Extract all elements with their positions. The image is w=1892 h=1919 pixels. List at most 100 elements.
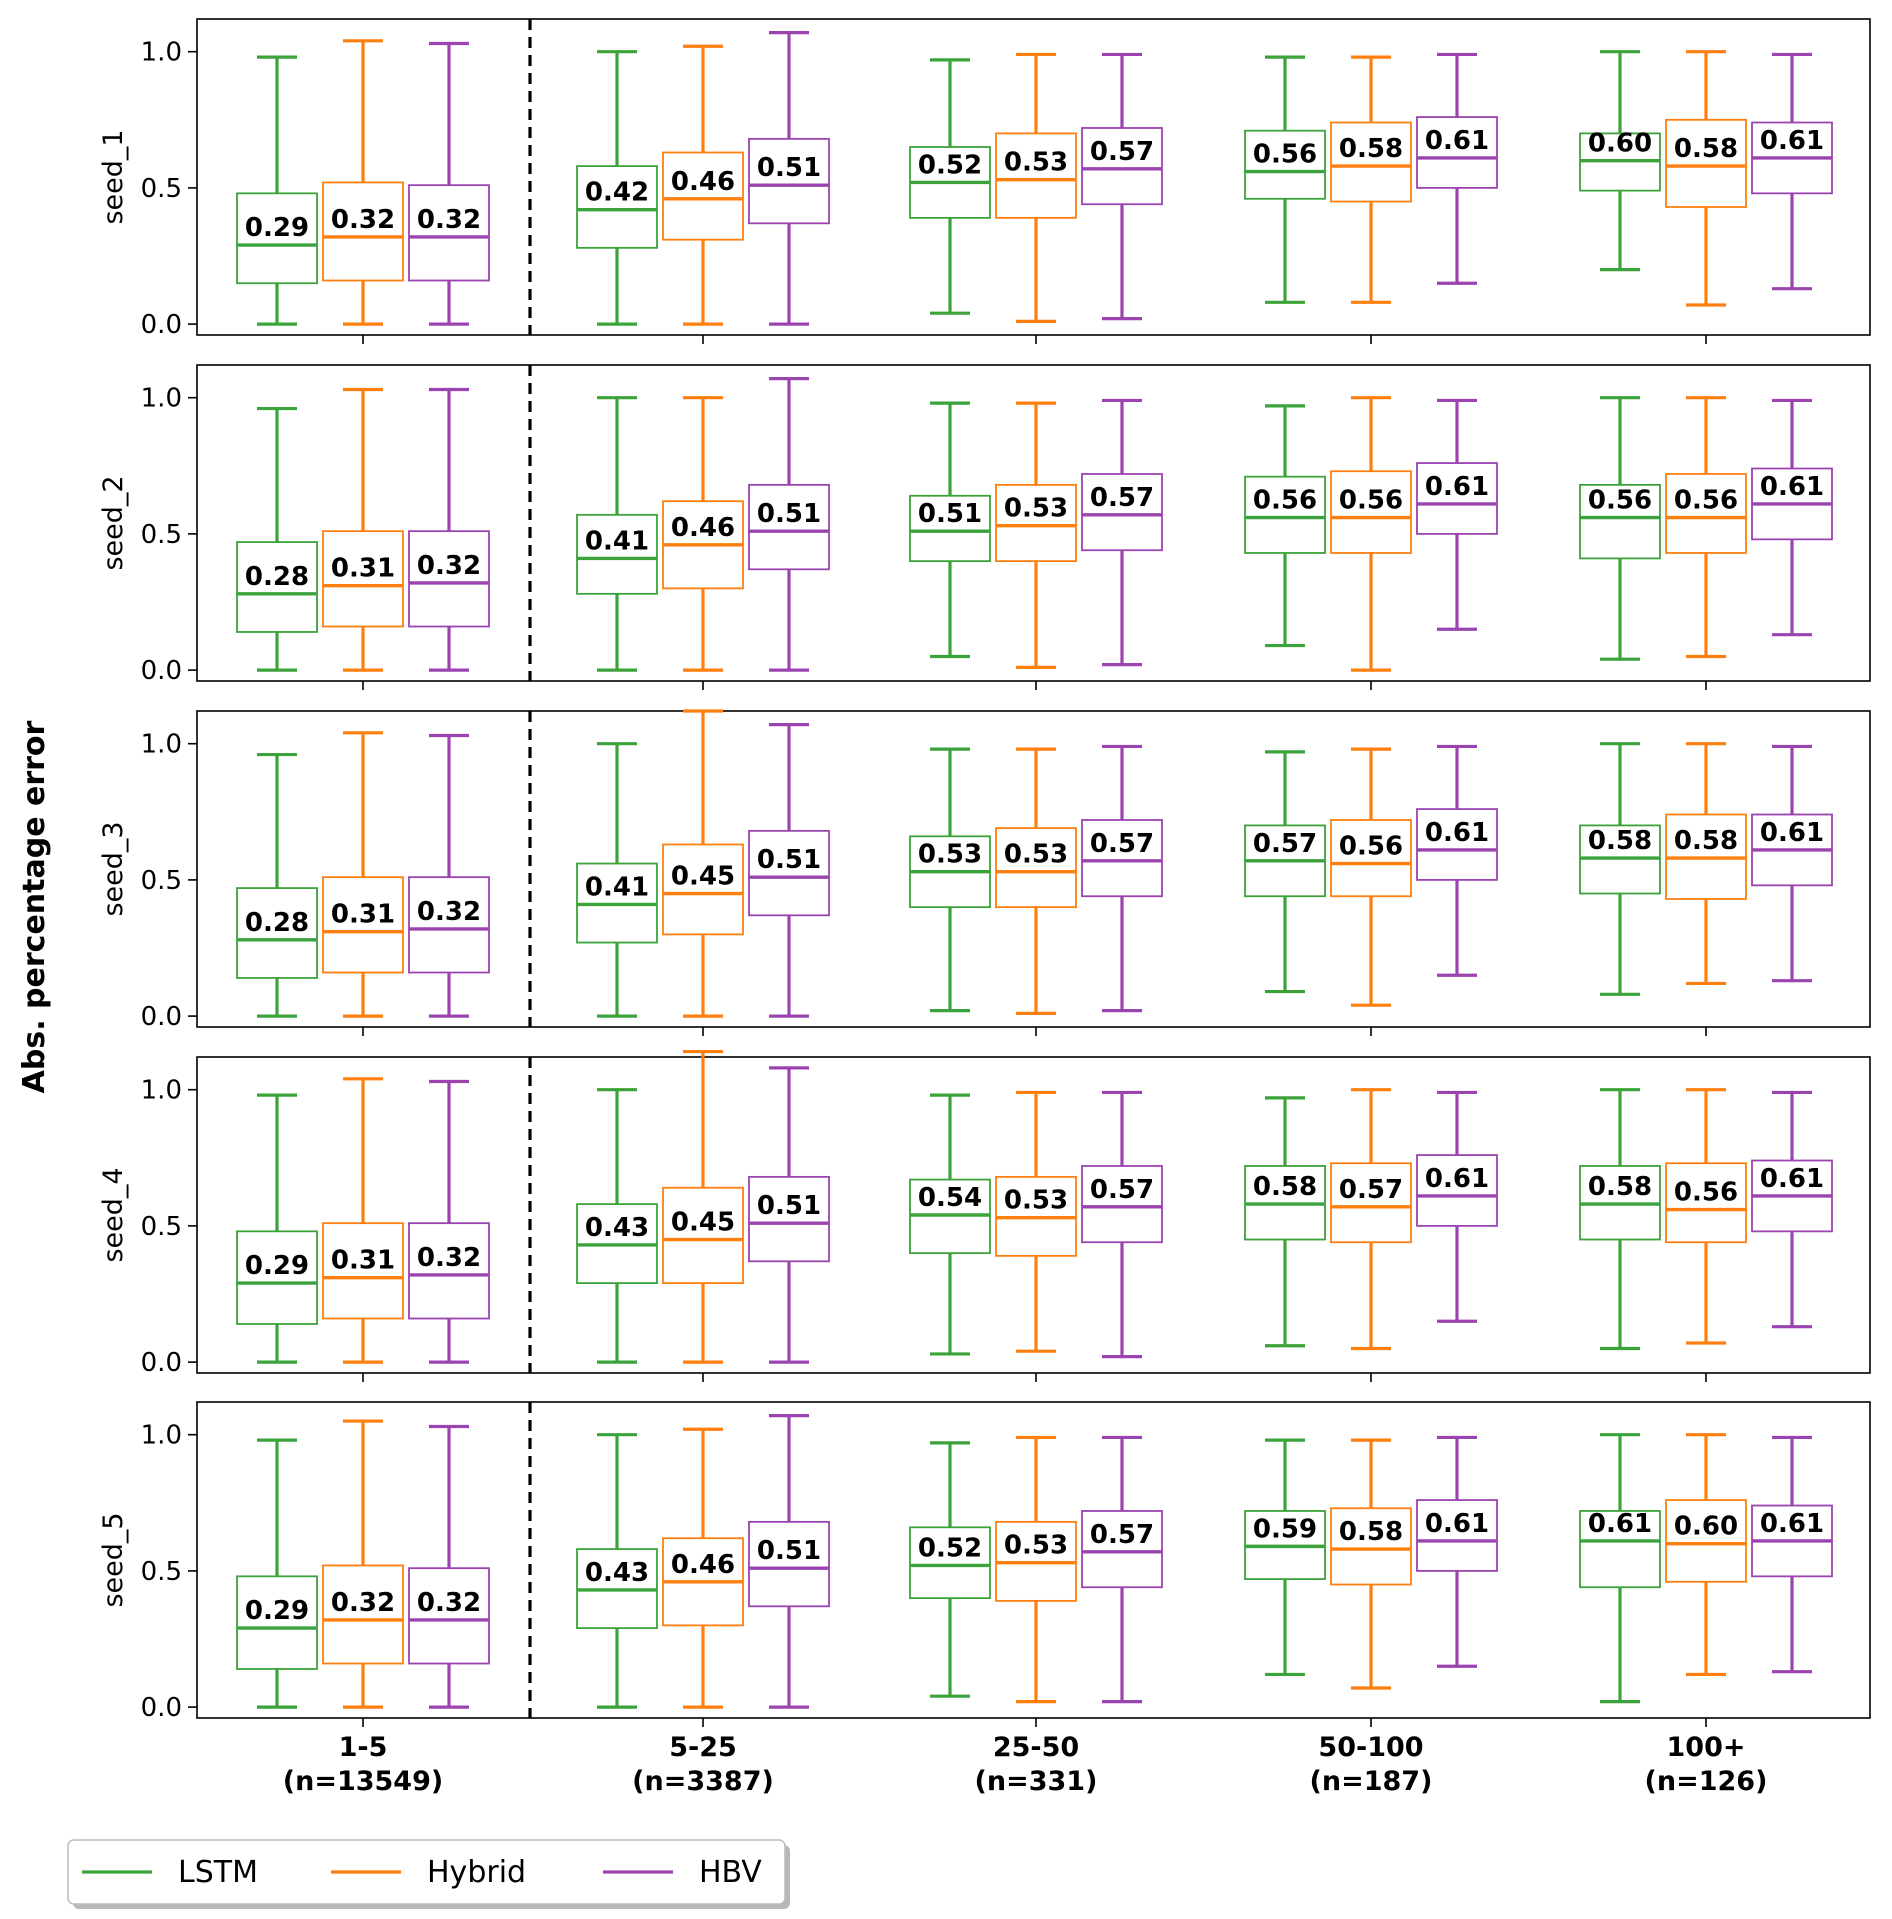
box-hybrid: 0.56 — [1330, 396, 1412, 672]
legend-label-hbv: HBV — [699, 1855, 762, 1890]
legend-label-lstm: LSTM — [178, 1855, 258, 1890]
box-hybrid: 0.45 — [662, 709, 744, 1018]
box-hybrid: 0.58 — [1330, 1438, 1412, 1690]
box-iqr — [1579, 1510, 1661, 1589]
median-label: 0.31 — [331, 554, 395, 584]
box-lstm: 0.28 — [236, 752, 318, 1018]
median-label: 0.51 — [918, 499, 982, 529]
y-tick-label: 0.5 — [141, 1557, 182, 1587]
panel-label: seed_2 — [98, 475, 129, 570]
y-tick-label: 0.5 — [141, 1212, 182, 1242]
median-label: 0.53 — [1004, 840, 1068, 870]
category-count: (n=126) — [1645, 1766, 1768, 1797]
legend-label-hybrid: Hybrid — [427, 1855, 526, 1890]
median-label: 0.32 — [417, 551, 481, 581]
box-hbv: 0.51 — [748, 1414, 830, 1709]
median-label: 0.61 — [1425, 1164, 1489, 1194]
median-label: 0.61 — [1760, 1164, 1824, 1194]
box-iqr — [408, 184, 490, 282]
panel-label: seed_5 — [98, 1512, 129, 1607]
box-lstm: 0.60 — [1579, 50, 1661, 272]
median-label: 0.58 — [1674, 826, 1738, 856]
box-hybrid: 0.32 — [322, 1419, 404, 1709]
median-label: 0.60 — [1674, 1512, 1738, 1542]
box-hbv: 0.57 — [1081, 398, 1163, 667]
category-count: (n=331) — [975, 1766, 1098, 1797]
box-hbv: 0.57 — [1081, 744, 1163, 1013]
box-hbv: 0.57 — [1081, 1435, 1163, 1704]
median-label: 0.32 — [417, 1243, 481, 1273]
median-label: 0.51 — [757, 153, 821, 183]
box-lstm: 0.58 — [1244, 1096, 1326, 1348]
category-count: (n=3387) — [632, 1766, 774, 1797]
median-label: 0.61 — [1425, 818, 1489, 848]
box-hbv: 0.51 — [748, 377, 830, 672]
y-tick-label: 1.0 — [141, 384, 182, 414]
median-label: 0.57 — [1339, 1175, 1403, 1205]
box-hybrid: 0.53 — [995, 401, 1077, 669]
box-lstm: 0.56 — [1244, 404, 1326, 648]
box-lstm: 0.41 — [576, 742, 658, 1018]
median-label: 0.58 — [1674, 134, 1738, 164]
box-hybrid: 0.56 — [1665, 1088, 1747, 1345]
median-label: 0.58 — [1339, 1517, 1403, 1547]
category-label: 100+ — [1667, 1732, 1746, 1763]
category-label: 25-50 — [993, 1732, 1079, 1763]
median-label: 0.61 — [1760, 1509, 1824, 1539]
box-iqr — [1416, 116, 1498, 189]
box-lstm: 0.56 — [1579, 396, 1661, 661]
median-label: 0.53 — [1004, 148, 1068, 178]
y-tick-label: 0.5 — [141, 520, 182, 550]
box-iqr — [995, 483, 1077, 563]
box-iqr — [748, 829, 830, 917]
median-label: 0.57 — [1090, 829, 1154, 859]
box-iqr — [236, 192, 318, 285]
median-label: 0.58 — [1588, 1172, 1652, 1202]
box-lstm: 0.42 — [576, 50, 658, 326]
box-iqr — [748, 1175, 830, 1263]
box-iqr — [408, 530, 490, 628]
box-lstm: 0.41 — [576, 396, 658, 672]
box-iqr — [662, 1186, 744, 1285]
box-hybrid: 0.60 — [1665, 1433, 1747, 1677]
legend-frame — [67, 1839, 786, 1905]
box-lstm: 0.43 — [576, 1433, 658, 1709]
panel-frame — [196, 364, 1871, 682]
y-tick-label: 0.0 — [141, 656, 182, 686]
median-label: 0.58 — [1253, 1172, 1317, 1202]
median-label: 0.32 — [417, 1588, 481, 1618]
box-hbv: 0.61 — [1416, 398, 1498, 631]
box-lstm: 0.58 — [1579, 742, 1661, 996]
median-label: 0.57 — [1253, 829, 1317, 859]
box-iqr — [1416, 1154, 1498, 1227]
box-iqr — [995, 132, 1077, 219]
panel-label: seed_3 — [98, 821, 129, 916]
box-hbv: 0.61 — [1751, 1435, 1833, 1674]
x-axis-category-labels: 1-5(n=13549) 5-25(n=3387) 25-50(n=331) 50-1… — [283, 1732, 1768, 1797]
median-label: 0.57 — [1090, 137, 1154, 167]
box-iqr — [748, 1520, 830, 1608]
box-iqr — [236, 887, 318, 979]
box-hbv: 0.32 — [408, 1079, 490, 1364]
median-label: 0.43 — [585, 1558, 649, 1588]
median-label: 0.52 — [918, 1533, 982, 1563]
y-tick-label: 1.0 — [141, 730, 182, 760]
box-iqr — [1330, 470, 1412, 554]
box-hbv: 0.61 — [1416, 52, 1498, 285]
category-count: (n=13549) — [283, 1766, 443, 1797]
panel-frame — [196, 1056, 1871, 1374]
box-iqr — [1244, 129, 1326, 200]
panel-frame — [196, 1401, 1871, 1719]
median-label: 0.60 — [1588, 129, 1652, 159]
box-iqr — [1665, 1499, 1747, 1583]
box-hybrid: 0.56 — [1665, 396, 1747, 659]
box-iqr — [236, 1230, 318, 1325]
box-iqr — [1081, 127, 1163, 206]
box-iqr — [236, 1575, 318, 1670]
box-hybrid: 0.58 — [1665, 742, 1747, 986]
median-label: 0.46 — [671, 167, 735, 197]
box-lstm: 0.29 — [236, 1093, 318, 1364]
box-iqr — [1416, 462, 1498, 535]
box-lstm: 0.61 — [1579, 1433, 1661, 1704]
box-lstm: 0.53 — [909, 747, 991, 1013]
